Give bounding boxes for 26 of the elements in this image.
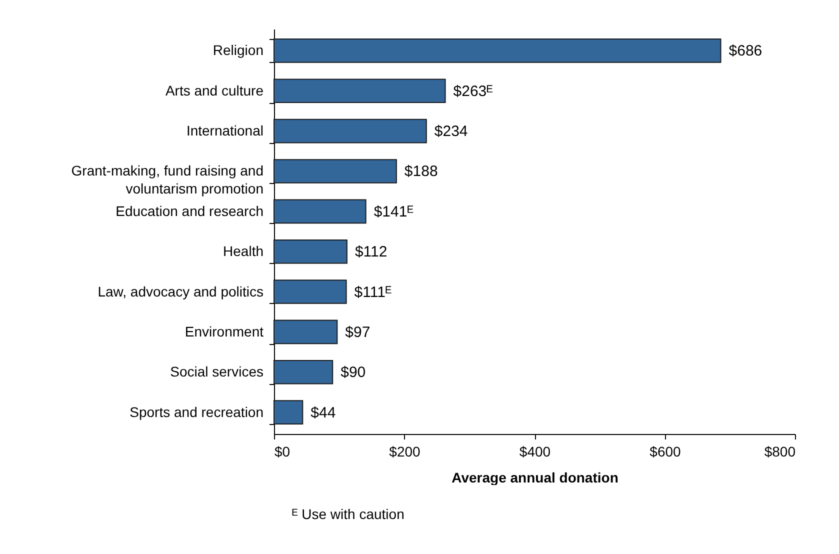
y-tick-label: Education and research — [116, 202, 264, 219]
data-label: $97 — [345, 324, 370, 341]
x-tick-label: $400 — [519, 444, 551, 460]
data-label: $686 — [728, 42, 762, 60]
data-label: $112 — [354, 244, 388, 261]
y-tick-label: Grant-making, fund raising and voluntarism promotion — [71, 162, 264, 197]
data-label: $90 — [340, 364, 366, 382]
y-tick-label: Social services — [170, 364, 264, 380]
x-tick-label: $800 — [764, 444, 796, 460]
y-tick-label: Arts and culture — [165, 82, 264, 98]
data-label: $234 — [434, 123, 468, 140]
x-tick-label: $600 — [650, 444, 682, 460]
text: ᴱ Use with caution — [292, 506, 404, 522]
data-label: $111ᴱ — [354, 284, 392, 301]
y-tick-label: Law, advocacy and politics — [98, 283, 264, 300]
data-label: $263ᴱ — [453, 82, 493, 100]
data-label: $188 — [404, 163, 438, 180]
y-tick-label: Health — [223, 243, 264, 260]
y-tick-label: Environment — [184, 323, 264, 340]
y-tick-label: Sports and recreation — [130, 404, 264, 420]
data-label: $141ᴱ — [374, 203, 414, 220]
data-label: $44 — [310, 404, 336, 422]
x-tick-label: $0 — [274, 444, 290, 460]
x-tick-label: $200 — [389, 444, 421, 460]
y-tick-label: International — [186, 122, 264, 139]
y-tick-label: Religion — [212, 42, 264, 58]
